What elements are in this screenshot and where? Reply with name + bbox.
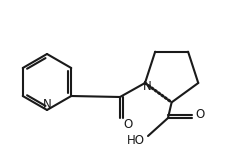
Text: N: N <box>43 98 51 112</box>
Text: N: N <box>143 80 151 93</box>
Text: O: O <box>123 117 133 131</box>
Text: O: O <box>195 107 205 120</box>
Text: HO: HO <box>127 134 145 148</box>
